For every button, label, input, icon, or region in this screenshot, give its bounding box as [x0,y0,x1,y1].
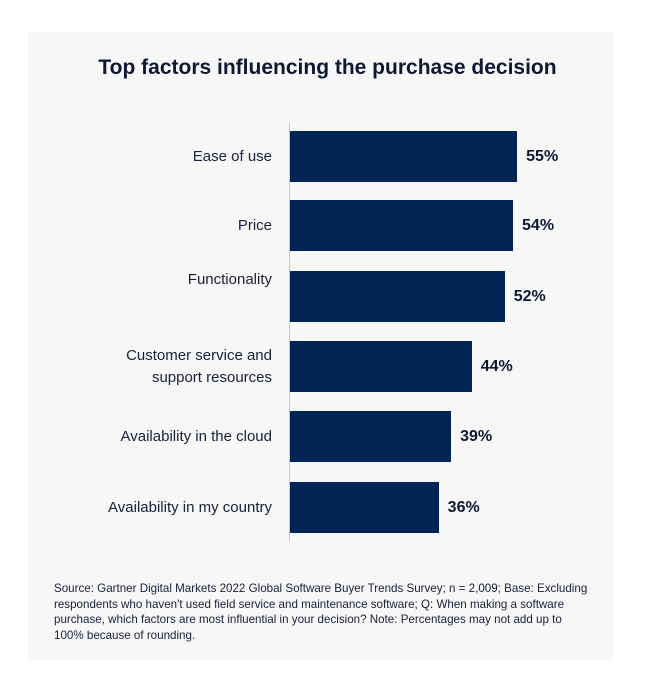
chart-title: Top factors influencing the purchase dec… [98,56,557,79]
data-label: 36% [447,498,480,516]
category-label: Functionality [187,270,272,288]
data-label: 52% [513,287,546,305]
y-axis-line [289,123,290,541]
category-label: Customer service and support resources [126,346,272,386]
category-label: Price [237,216,272,234]
data-label: 44% [480,357,513,375]
bar [290,131,518,182]
bar [290,200,514,251]
bar [290,482,439,533]
bar [290,411,452,462]
bar [290,271,505,322]
category-label: Ease of use [192,147,272,165]
category-label: Availability in the cloud [120,427,272,445]
data-label: 39% [460,427,493,445]
source-note: Source: Gartner Digital Markets 2022 Glo… [54,582,588,642]
data-label: 55% [526,147,559,165]
data-label: 54% [522,216,555,234]
bar [290,341,472,392]
category-label: Availability in my country [108,498,272,516]
